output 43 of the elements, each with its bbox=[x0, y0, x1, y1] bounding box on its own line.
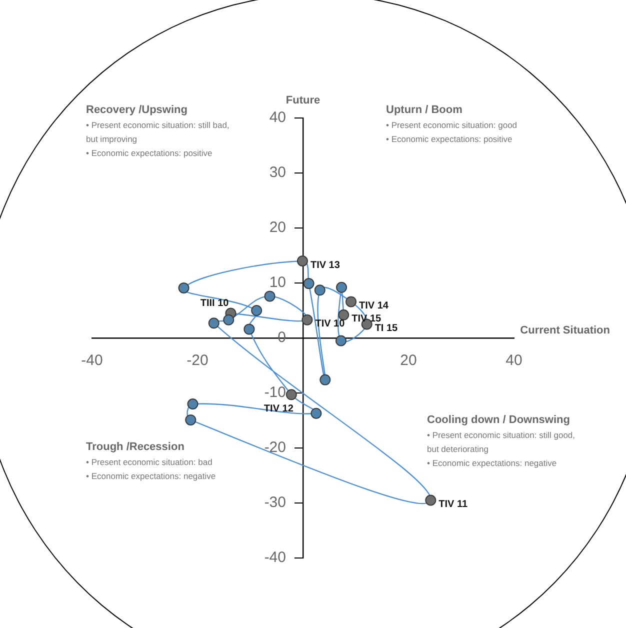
point bbox=[303, 278, 314, 290]
annotation: Cooling down / Downswing • Present economic situation: still good, but deteriorating • Economic expectations: negative bbox=[427, 413, 576, 470]
point bbox=[425, 494, 436, 506]
x-tick-label: -20 bbox=[186, 352, 208, 370]
point bbox=[187, 398, 198, 410]
point bbox=[310, 408, 322, 419]
point bbox=[223, 314, 234, 326]
point bbox=[244, 324, 255, 335]
y-tick-label: 30 bbox=[269, 164, 286, 182]
y-tick-label: -10 bbox=[264, 384, 286, 402]
point bbox=[336, 282, 348, 293]
x-tick-label: 40 bbox=[506, 352, 522, 370]
annotation: Trough /Recession • Present economic situation: bad • Economic expectations: negative bbox=[86, 440, 217, 483]
y-tick-label: -20 bbox=[264, 439, 286, 456]
point bbox=[335, 335, 346, 346]
point bbox=[314, 284, 326, 296]
annotation: Recovery /Upswing • Present economic situation: still bad, but improving • Economic expectations: positive bbox=[86, 103, 230, 160]
annotation: TIV 14 bbox=[359, 300, 389, 312]
point bbox=[296, 256, 308, 266]
point bbox=[302, 314, 313, 326]
point bbox=[286, 389, 297, 400]
y-tick-label: 20 bbox=[269, 219, 286, 236]
y-axis-title: Future bbox=[286, 94, 320, 107]
x-tick-label: -40 bbox=[81, 352, 103, 370]
point bbox=[264, 290, 276, 302]
y-tick-label: -40 bbox=[264, 549, 286, 566]
annotation: TIII 10 bbox=[200, 298, 230, 309]
point bbox=[185, 414, 196, 426]
point bbox=[208, 318, 220, 329]
point bbox=[338, 309, 350, 320]
annotation: TIV 13 bbox=[310, 260, 340, 271]
point bbox=[346, 296, 357, 308]
y-tick-label: 10 bbox=[269, 274, 286, 292]
annotation: TIV 11 bbox=[438, 499, 468, 510]
y-tick-label: 40 bbox=[269, 109, 286, 126]
y-tick-label: -30 bbox=[264, 494, 286, 512]
x-axis-title: Current Situation bbox=[520, 324, 610, 337]
annotation: Upturn / Boom • Present economic situation: good • Economic expectations: positive bbox=[386, 103, 518, 146]
annotation: TI 15 bbox=[374, 323, 398, 334]
point bbox=[251, 305, 262, 316]
point bbox=[320, 374, 331, 386]
point bbox=[178, 282, 190, 294]
x-tick-label: 20 bbox=[400, 352, 417, 370]
